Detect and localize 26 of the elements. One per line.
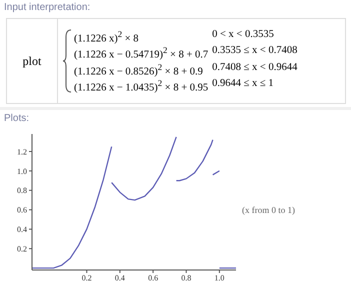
line-series (176, 139, 214, 182)
text: (x from 0 to 1) (242, 205, 295, 215)
x-tick-label: 0.6 (148, 274, 158, 283)
y-tick-label: 1.2 (17, 147, 27, 156)
y-tick-label: 0.6 (17, 206, 27, 215)
x-tick-label: 1.0 (214, 274, 224, 283)
text: plot (22, 54, 42, 68)
text: 0.3535 ≤ x < 0.7408 (212, 45, 298, 58)
text: (1.1226 x)$^{2}$ × 8 (74, 28, 140, 44)
x-tick-label: 0.4 (114, 274, 125, 283)
text: (1.1226 x − 1.0435)$^{2}$ × 8 + 0.95 (74, 78, 208, 94)
y-tick-label: 0.4 (17, 225, 27, 234)
text: 0.9644 ≤ x ≤ 1 (212, 78, 275, 91)
text: (1.1226 x − 0.54719)$^{2}$ × 8 + 0.7 (74, 45, 208, 60)
text: 0.7408 ≤ x < 0.9644 (212, 62, 298, 74)
line-series (111, 136, 177, 201)
text: Plots: (4, 113, 30, 124)
y-tick-label: 0.8 (17, 186, 27, 196)
text: (1.1226 x − 0.8526)$^{2}$ × 8 + 0.9 (74, 62, 204, 77)
y-tick-label: 1.0 (17, 166, 27, 176)
y-tick-label: 0.2 (17, 244, 27, 254)
x-tick-label: 0.2 (82, 274, 92, 283)
x-tick-label: 0.8 (181, 274, 192, 283)
text: 0 < x < 0.3535 (212, 28, 275, 42)
line-series (32, 146, 112, 269)
text: Input interpretation: (4, 2, 90, 13)
